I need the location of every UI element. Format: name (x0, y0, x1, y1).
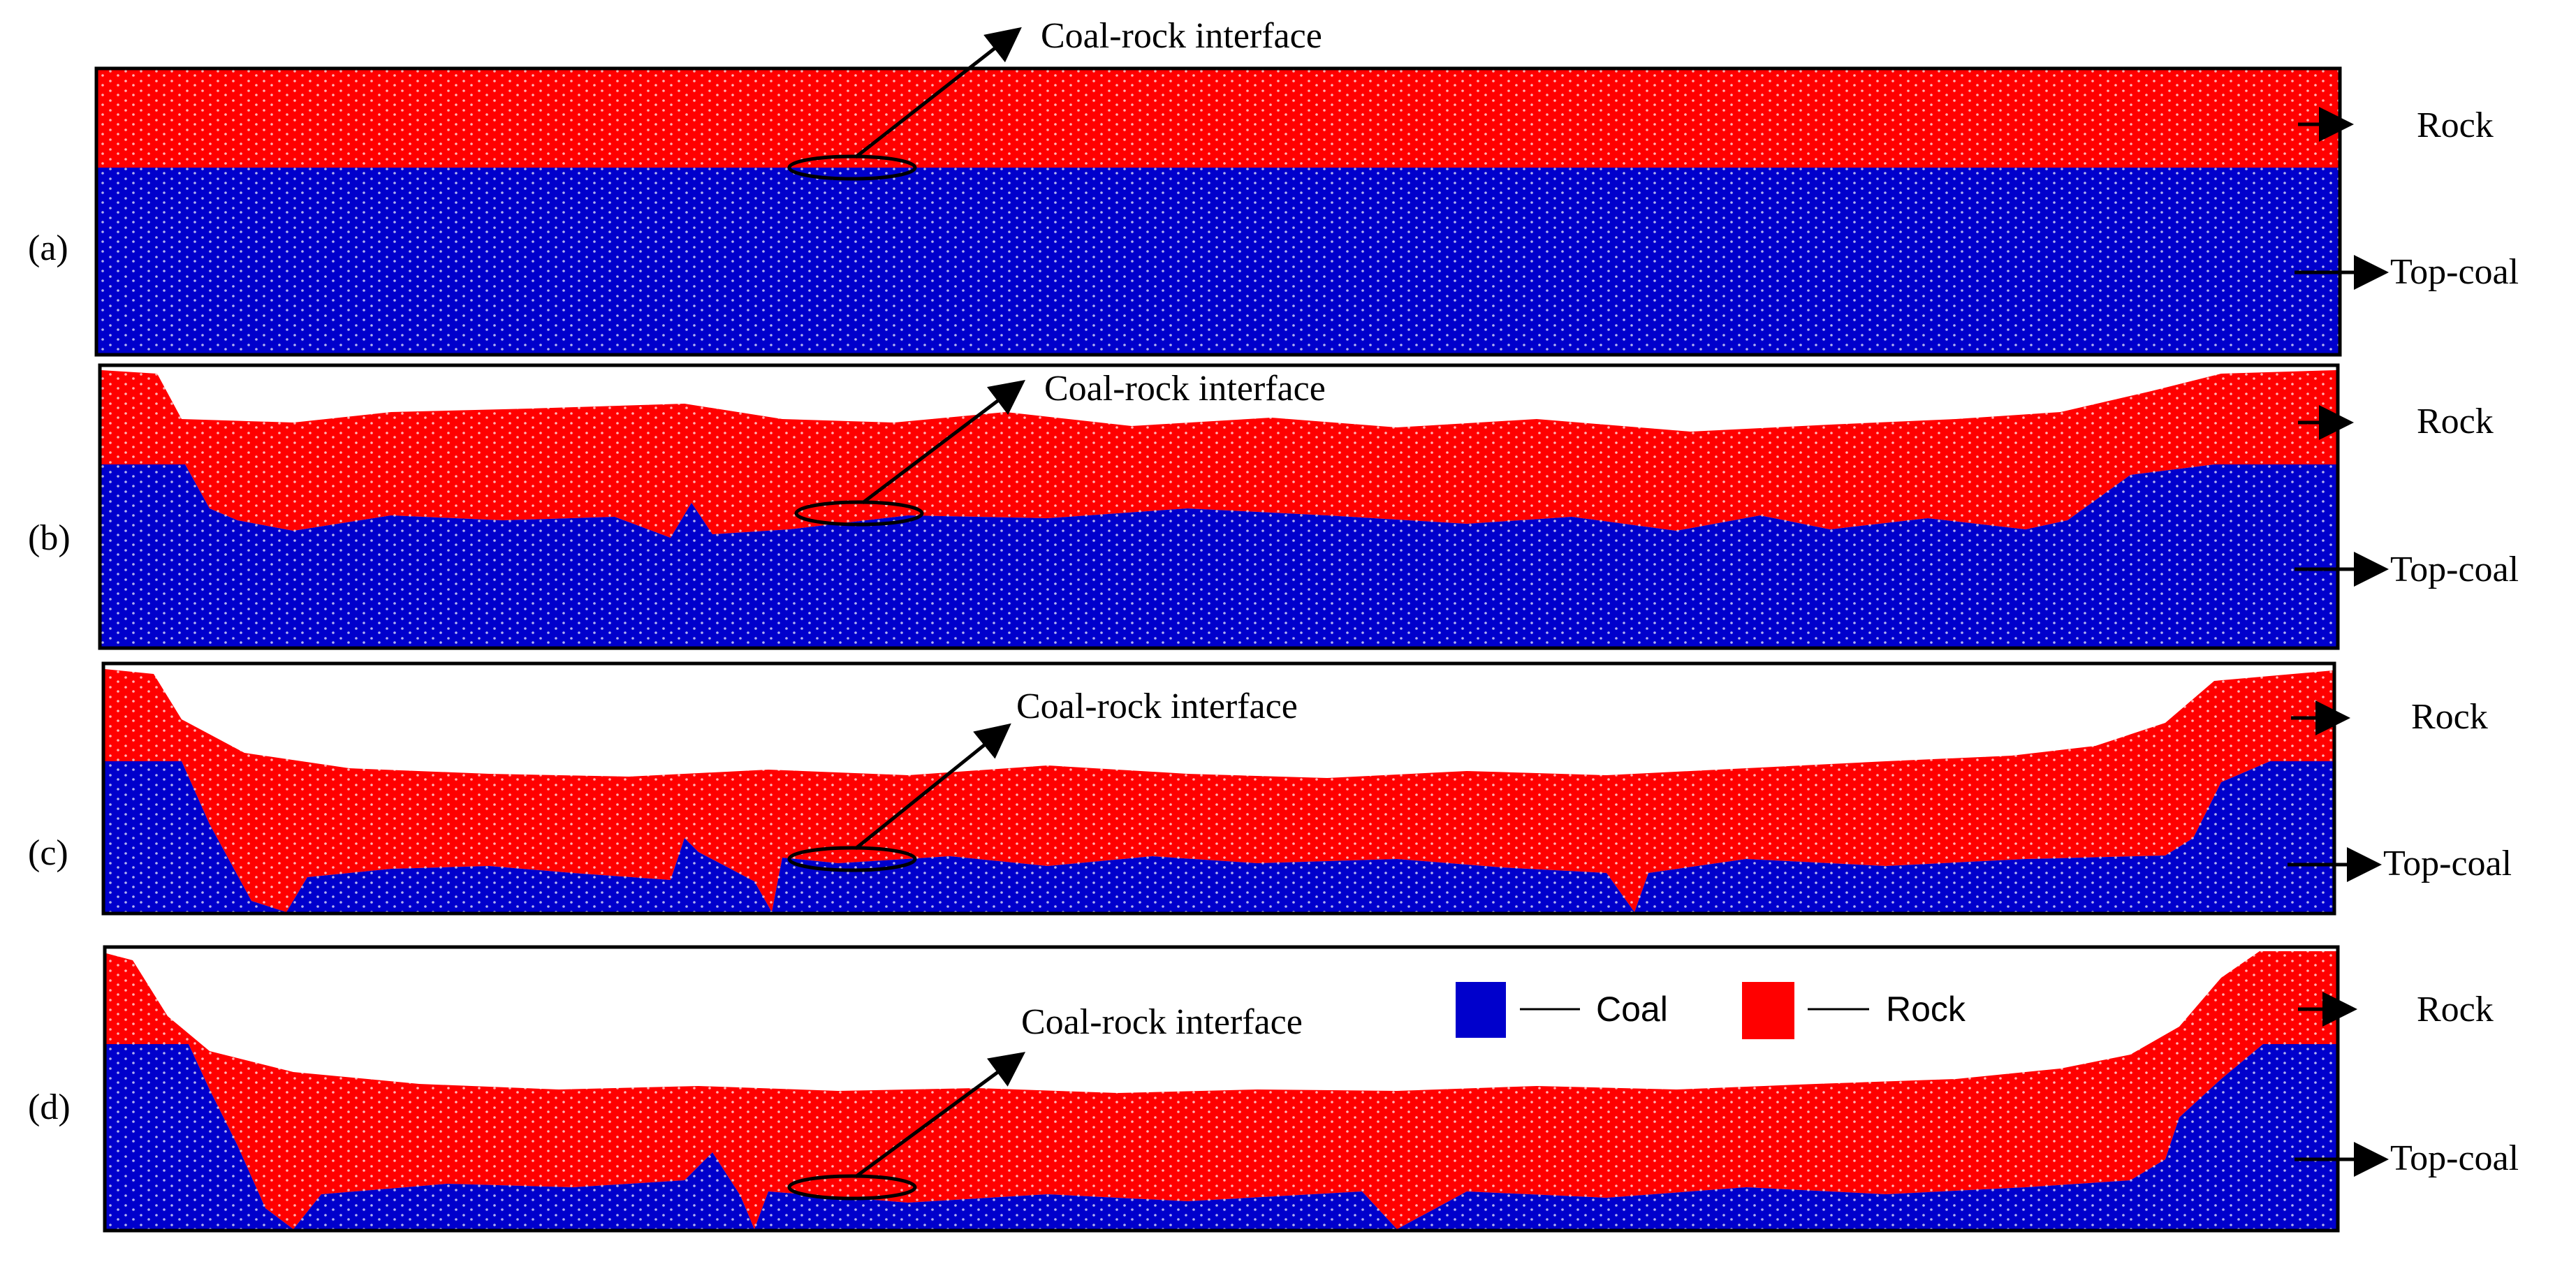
panel-d-texture (106, 951, 2336, 1229)
panel-d-rock-label: Rock (2417, 990, 2494, 1029)
legend-label-coal: Coal (1596, 990, 1668, 1029)
panel-d: Coal-rock interface Rock Top-coal (d) (28, 945, 2519, 1233)
panel-a-rock-label: Rock (2417, 105, 2494, 145)
panel-d-topcoal-label: Top-coal (2390, 1138, 2519, 1178)
panel-c-interface-arrow (854, 723, 1011, 850)
panel-d-label: (d) (28, 1087, 71, 1127)
legend: Coal Rock (1456, 982, 1966, 1039)
panel-a-label: (a) (28, 228, 68, 268)
panel-a-texture (98, 70, 2339, 353)
panel-c-texture (105, 669, 2333, 912)
panel-a: Coal-rock interface Rock Top-coal (a) (28, 16, 2519, 357)
panel-c-interface-ellipse (787, 846, 917, 872)
panel-a-interface-ellipse (787, 154, 917, 181)
panel-d-interface-label: Coal-rock interface (1021, 1002, 1303, 1042)
legend-item-coal: Coal (1456, 982, 1668, 1038)
panel-b-interface-label: Coal-rock interface (1044, 369, 1326, 409)
panel-d-interface-ellipse (787, 1174, 917, 1201)
panel-c-interface-label: Coal-rock interface (1016, 687, 1298, 726)
panel-c-frame (101, 661, 2336, 916)
legend-swatch-coal (1456, 982, 1506, 1038)
panel-c-rock-label: Rock (2411, 697, 2488, 737)
legend-swatch-rock (1742, 982, 1794, 1039)
panel-d-interface-arrow (854, 1052, 1026, 1179)
panel-b-topcoal-label: Top-coal (2390, 550, 2519, 589)
panel-a-interface-arrow (854, 27, 1022, 159)
panel-b-frame (98, 363, 2340, 650)
panel-c-label: (c) (28, 833, 68, 873)
panel-a-frame (94, 66, 2342, 357)
panel-d-frame (103, 945, 2340, 1233)
panel-b-interface-ellipse (794, 500, 924, 527)
legend-label-rock: Rock (1886, 990, 1966, 1029)
panel-b-interface-arrow (861, 379, 1025, 504)
panel-c: Coal-rock interface Rock Top-coal (c) (28, 661, 2512, 916)
panel-b-rock-label: Rock (2417, 402, 2494, 441)
panel-b: Coal-rock interface Rock Top-coal (b) (28, 363, 2519, 650)
panel-b-texture (101, 370, 2336, 647)
panel-c-topcoal-label: Top-coal (2383, 844, 2512, 883)
panel-a-interface-label: Coal-rock interface (1041, 16, 1322, 56)
legend-item-rock: Rock (1742, 982, 1966, 1039)
panel-a-topcoal-label: Top-coal (2390, 252, 2519, 292)
panel-b-label: (b) (28, 518, 71, 558)
